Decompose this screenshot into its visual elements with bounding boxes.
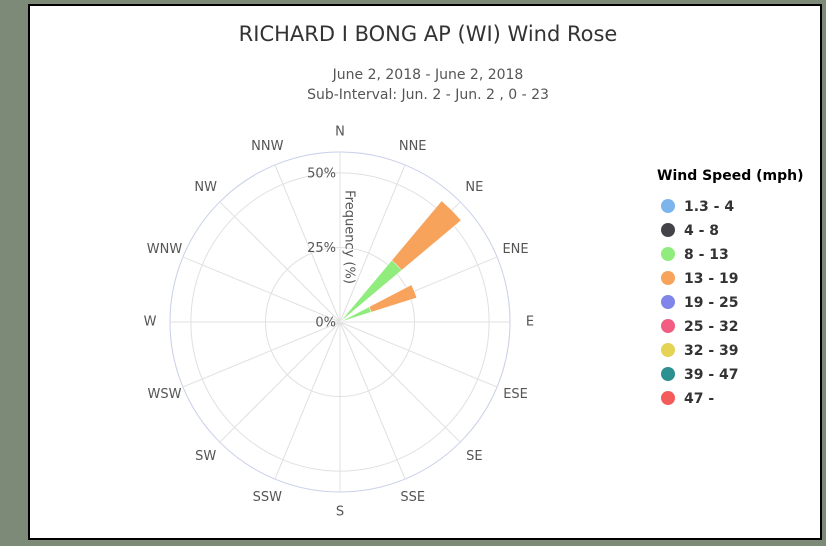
direction-label: NE (465, 180, 483, 195)
direction-label: N (335, 125, 345, 140)
direction-label: ENE (502, 242, 528, 257)
direction-label: SW (195, 449, 216, 464)
direction-label: SE (466, 449, 482, 464)
direction-label: NW (194, 180, 217, 195)
direction-label: ESE (503, 387, 528, 402)
y-axis-title: Frequency (%) (342, 190, 357, 284)
legend-marker (661, 223, 675, 237)
direction-label: WNW (147, 242, 183, 257)
legend-marker (661, 247, 675, 261)
legend-marker (661, 295, 675, 309)
direction-label: NNE (399, 139, 427, 154)
legend-label: 25 - 32 (684, 319, 739, 335)
chart: RICHARD I BONG AP (WI) Wind Rose June 2,… (0, 0, 826, 546)
legend-label: 32 - 39 (684, 343, 739, 359)
legend-marker (661, 367, 675, 381)
direction-label: SSW (253, 490, 283, 505)
y-tick-label: 50% (307, 166, 336, 181)
direction-label: NNW (251, 139, 283, 154)
legend-title: Wind Speed (mph) (657, 168, 803, 184)
y-tick-label: 0% (315, 316, 336, 331)
direction-label: WSW (147, 387, 181, 402)
legend-label: 13 - 19 (684, 271, 739, 287)
direction-label: E (526, 315, 534, 330)
direction-label: S (336, 505, 344, 520)
direction-label: SSE (400, 490, 425, 505)
legend-label: 47 - (684, 391, 714, 407)
legend-marker (661, 391, 675, 405)
y-tick-label: 25% (307, 241, 336, 256)
legend-marker (661, 271, 675, 285)
direction-label: W (144, 315, 157, 330)
legend-marker (661, 199, 675, 213)
legend-label: 8 - 13 (684, 247, 729, 263)
legend-label: 39 - 47 (684, 367, 739, 383)
chart-title: RICHARD I BONG AP (WI) Wind Rose (239, 22, 618, 46)
subtitle: Sub-Interval: Jun. 2 - Jun. 2 , 0 - 23 (307, 87, 549, 103)
legend-marker (661, 319, 675, 333)
legend-label: 19 - 25 (684, 295, 739, 311)
legend-label: 1.3 - 4 (684, 199, 734, 215)
legend-label: 4 - 8 (684, 223, 719, 239)
subtitle: June 2, 2018 - June 2, 2018 (332, 67, 524, 83)
legend-marker (661, 343, 675, 357)
